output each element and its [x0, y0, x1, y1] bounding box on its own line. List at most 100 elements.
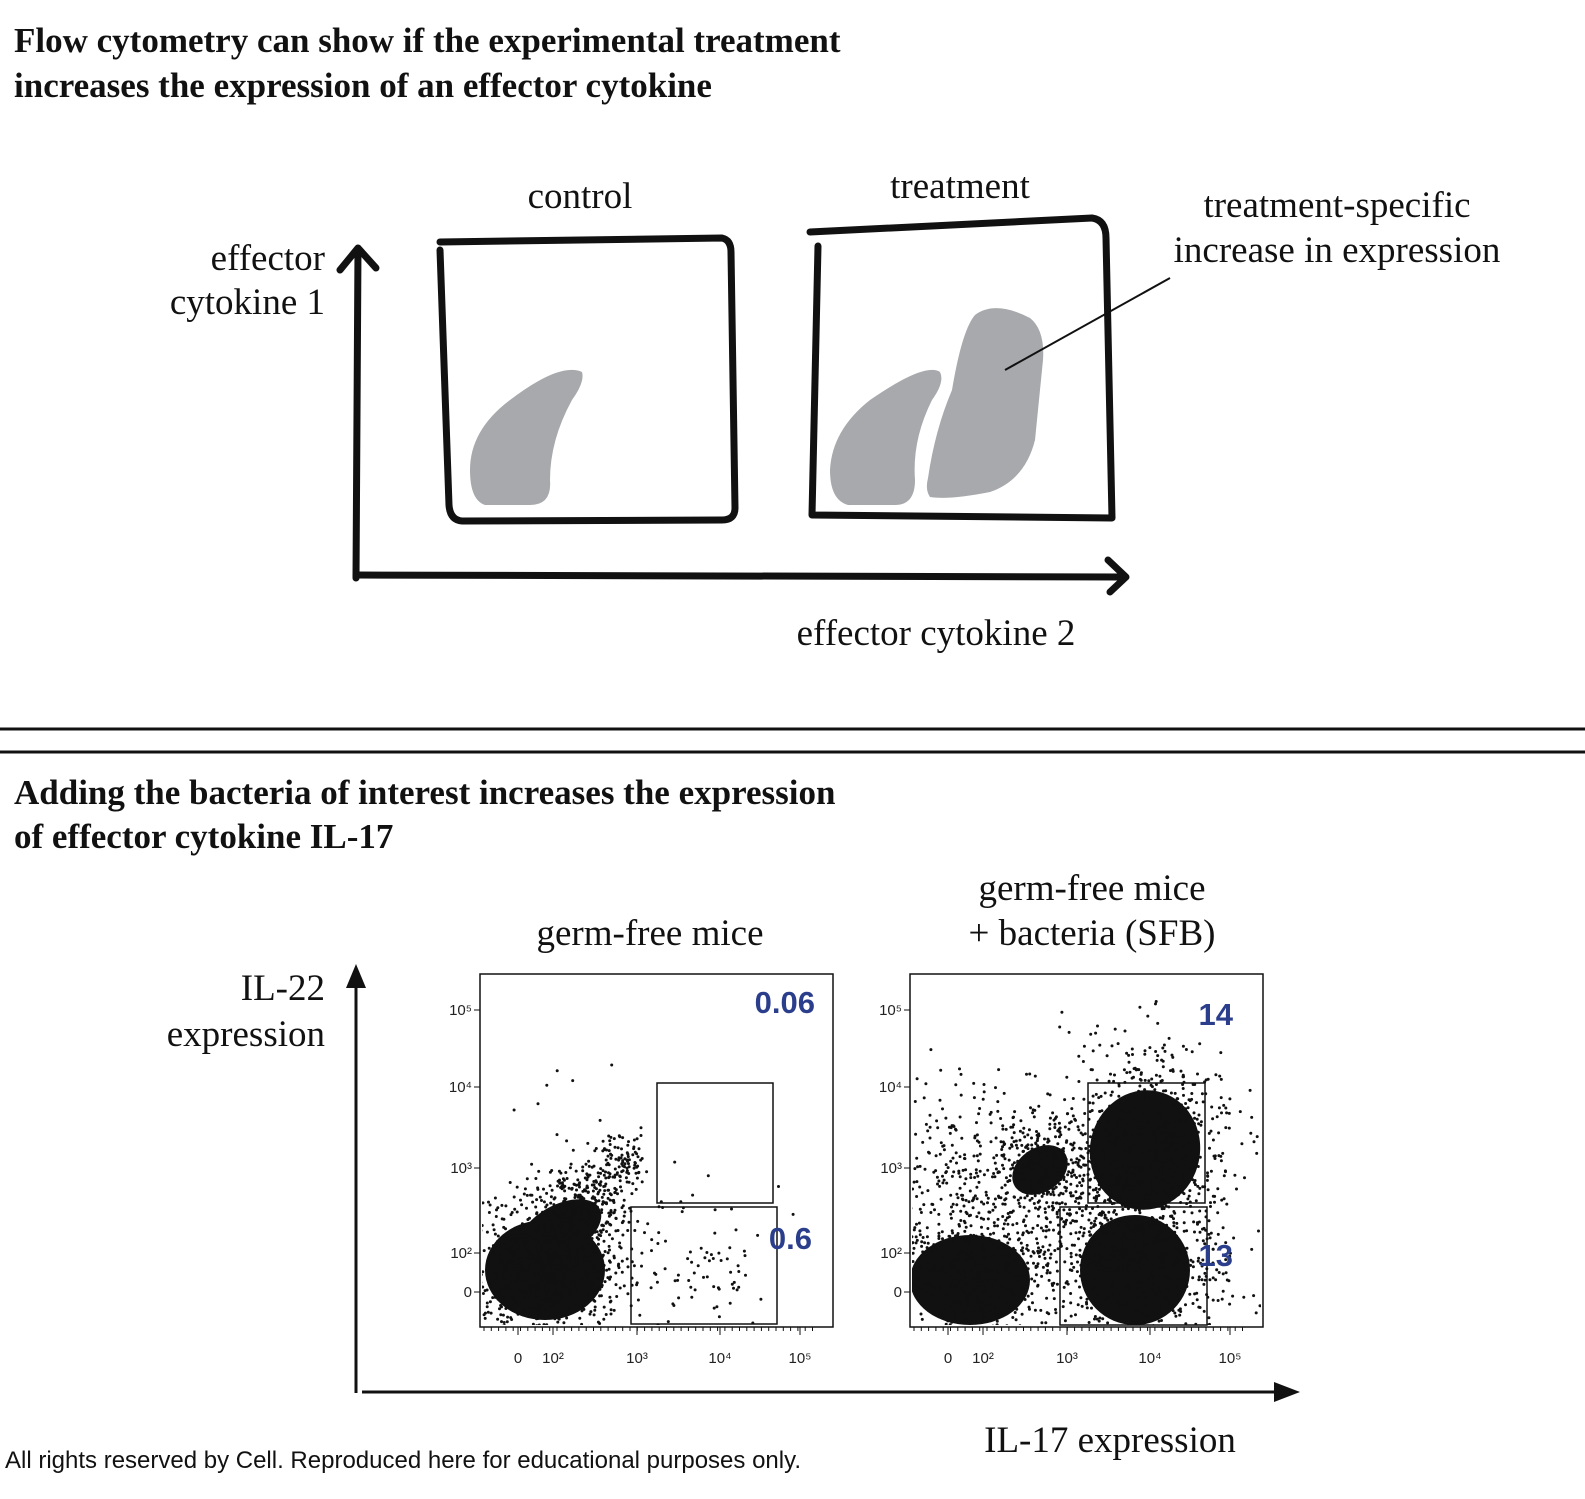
event	[960, 1136, 964, 1140]
event	[1079, 1154, 1083, 1158]
event	[571, 1279, 575, 1283]
x-axis-label: IL-17 expression	[984, 1420, 1236, 1461]
event	[1025, 1229, 1029, 1233]
event	[972, 1258, 976, 1262]
event	[1089, 1135, 1092, 1139]
event	[1168, 1167, 1172, 1171]
event	[567, 1258, 571, 1262]
event	[1164, 1296, 1168, 1300]
event	[1088, 1144, 1092, 1148]
event	[1102, 1176, 1105, 1179]
event	[877, 1171, 880, 1174]
event	[1106, 1273, 1109, 1277]
event	[1146, 1198, 1150, 1202]
event	[1078, 1248, 1082, 1252]
event	[523, 1311, 527, 1315]
event	[626, 1265, 630, 1269]
event	[1051, 1284, 1054, 1287]
event	[1078, 1174, 1082, 1178]
event	[1069, 1301, 1073, 1305]
event	[1127, 1260, 1131, 1264]
event	[604, 1158, 608, 1162]
event	[560, 1187, 564, 1191]
event	[1062, 1159, 1065, 1163]
event	[1031, 1301, 1034, 1305]
event	[554, 1264, 558, 1268]
y-arrow	[336, 244, 380, 582]
event	[1072, 1265, 1076, 1269]
event	[1131, 1138, 1135, 1142]
event	[502, 1321, 506, 1324]
event	[1055, 1212, 1059, 1216]
event	[1090, 1151, 1094, 1154]
event	[962, 1219, 966, 1223]
event	[1021, 1252, 1025, 1256]
event	[1141, 1244, 1145, 1248]
event	[1192, 1158, 1196, 1162]
event	[950, 1143, 954, 1147]
event	[607, 1244, 611, 1248]
event	[925, 1235, 929, 1239]
event	[989, 1319, 993, 1323]
event	[1171, 1309, 1175, 1313]
event	[417, 1149, 420, 1152]
event	[1228, 1302, 1232, 1306]
event	[1101, 1277, 1105, 1281]
event	[1105, 1296, 1109, 1299]
event	[1096, 1190, 1099, 1194]
event	[1114, 1176, 1118, 1180]
event	[1189, 1131, 1193, 1135]
event	[614, 1157, 618, 1161]
event	[969, 1233, 973, 1237]
event	[593, 1222, 597, 1226]
event	[1077, 1237, 1080, 1241]
event	[575, 1224, 579, 1228]
event	[1182, 1267, 1186, 1271]
event	[1121, 1110, 1125, 1114]
event	[1147, 1112, 1151, 1116]
event	[491, 1296, 495, 1300]
event	[938, 1152, 942, 1156]
event	[912, 1207, 913, 1210]
event	[952, 1238, 956, 1242]
event	[1110, 1131, 1114, 1135]
event	[906, 1315, 909, 1318]
event	[980, 1270, 984, 1274]
event	[1207, 1131, 1211, 1135]
event	[586, 1213, 590, 1217]
event	[1137, 1284, 1141, 1288]
event	[534, 1292, 538, 1296]
event	[957, 1320, 961, 1324]
event	[1086, 1283, 1090, 1287]
event	[1097, 1291, 1101, 1295]
event	[1167, 1295, 1170, 1299]
event	[975, 1276, 979, 1280]
event	[560, 1260, 563, 1264]
event	[982, 1173, 986, 1177]
event	[604, 1201, 608, 1205]
event	[1068, 1121, 1072, 1125]
event	[1181, 1179, 1185, 1183]
event	[1126, 1236, 1130, 1240]
event	[1130, 1047, 1134, 1051]
event	[593, 1299, 597, 1303]
event	[1099, 1149, 1103, 1153]
event	[524, 1233, 528, 1237]
event	[1062, 1220, 1066, 1224]
event	[1125, 1051, 1129, 1055]
event	[992, 1156, 996, 1160]
event	[1099, 1399, 1102, 1402]
event	[482, 1313, 486, 1317]
event	[939, 1345, 942, 1348]
event	[1025, 1072, 1028, 1076]
event	[1075, 1157, 1079, 1161]
event	[1124, 1121, 1128, 1125]
event	[918, 1207, 922, 1211]
event	[677, 1296, 681, 1300]
event	[1112, 1282, 1116, 1285]
event	[881, 1145, 884, 1148]
event	[1163, 1241, 1167, 1245]
event	[984, 1297, 988, 1301]
event	[535, 1215, 539, 1219]
event	[1095, 1197, 1098, 1201]
